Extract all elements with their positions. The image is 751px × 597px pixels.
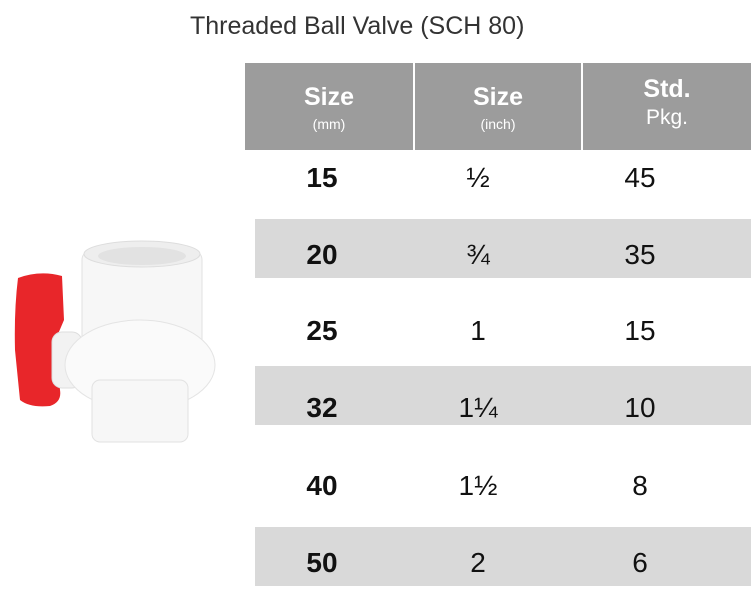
size-inch: 1 (470, 315, 486, 346)
column-divider (413, 63, 415, 150)
size-mm: 50 (306, 547, 338, 578)
std-pkg: 45 (624, 162, 656, 193)
size-mm: 40 (306, 470, 338, 501)
size-inch: ¾ (466, 239, 490, 270)
row-stripe (255, 366, 751, 425)
row-stripe (255, 219, 751, 278)
page-title: Threaded Ball Valve (SCH 80) (190, 12, 525, 40)
header-std-pkg: Std. Pkg. (583, 63, 751, 150)
std-pkg: 15 (624, 315, 656, 346)
header-size-inch: Size (inch) (415, 63, 581, 150)
std-pkg: 35 (624, 239, 656, 270)
size-mm: 15 (306, 162, 338, 193)
size-mm: 32 (306, 392, 338, 423)
ball-valve-image (14, 240, 216, 443)
size-mm: 20 (306, 239, 338, 270)
size-mm: 25 (306, 315, 338, 346)
size-inch: 1½ (458, 470, 498, 501)
size-inch: 2 (470, 547, 486, 578)
header-label: Std. (643, 75, 691, 103)
header-label: Size (303, 83, 355, 111)
std-pkg: 10 (624, 392, 656, 423)
header-unit: (mm) (312, 116, 346, 132)
column-divider (581, 63, 583, 150)
size-inch: 1¼ (458, 392, 498, 423)
header-unit: (inch) (480, 116, 516, 132)
size-inch: ½ (466, 162, 490, 193)
header-unit: Pkg. (645, 106, 689, 129)
table-header: Size (mm) Size (inch) Std. Pkg. (245, 63, 751, 150)
std-pkg: 6 (632, 547, 648, 578)
row-stripe (255, 527, 751, 586)
header-label: Size (472, 83, 524, 111)
std-pkg: 8 (632, 470, 648, 501)
header-size-mm: Size (mm) (245, 63, 413, 150)
